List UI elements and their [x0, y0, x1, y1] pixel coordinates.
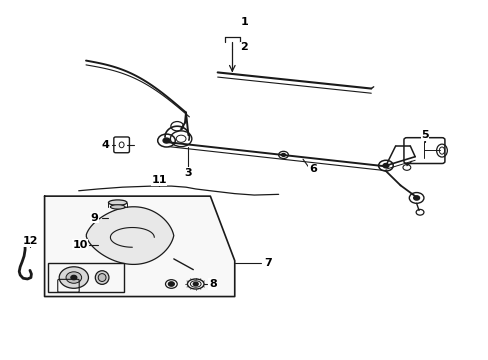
Text: 12: 12	[22, 236, 38, 246]
Text: 10: 10	[72, 239, 88, 249]
Circle shape	[66, 272, 81, 283]
Circle shape	[59, 267, 88, 288]
Text: 3: 3	[184, 168, 192, 178]
Text: 1: 1	[240, 17, 248, 27]
Circle shape	[193, 282, 198, 286]
Circle shape	[382, 163, 388, 168]
Text: 8: 8	[208, 279, 216, 289]
Circle shape	[413, 196, 419, 200]
Circle shape	[71, 275, 77, 280]
Text: 7: 7	[264, 258, 271, 268]
Circle shape	[163, 138, 169, 143]
Ellipse shape	[95, 271, 109, 284]
Polygon shape	[44, 196, 234, 297]
Circle shape	[168, 282, 174, 286]
Text: 2: 2	[240, 42, 248, 52]
Bar	[48, 263, 123, 292]
Text: 9: 9	[91, 213, 99, 222]
Polygon shape	[86, 207, 173, 264]
Ellipse shape	[110, 205, 125, 209]
Text: 11: 11	[151, 175, 166, 185]
Text: 5: 5	[420, 130, 428, 140]
Text: 4: 4	[102, 140, 109, 150]
Text: 6: 6	[308, 164, 316, 174]
Ellipse shape	[108, 200, 127, 205]
Circle shape	[281, 153, 285, 156]
Ellipse shape	[98, 274, 106, 282]
